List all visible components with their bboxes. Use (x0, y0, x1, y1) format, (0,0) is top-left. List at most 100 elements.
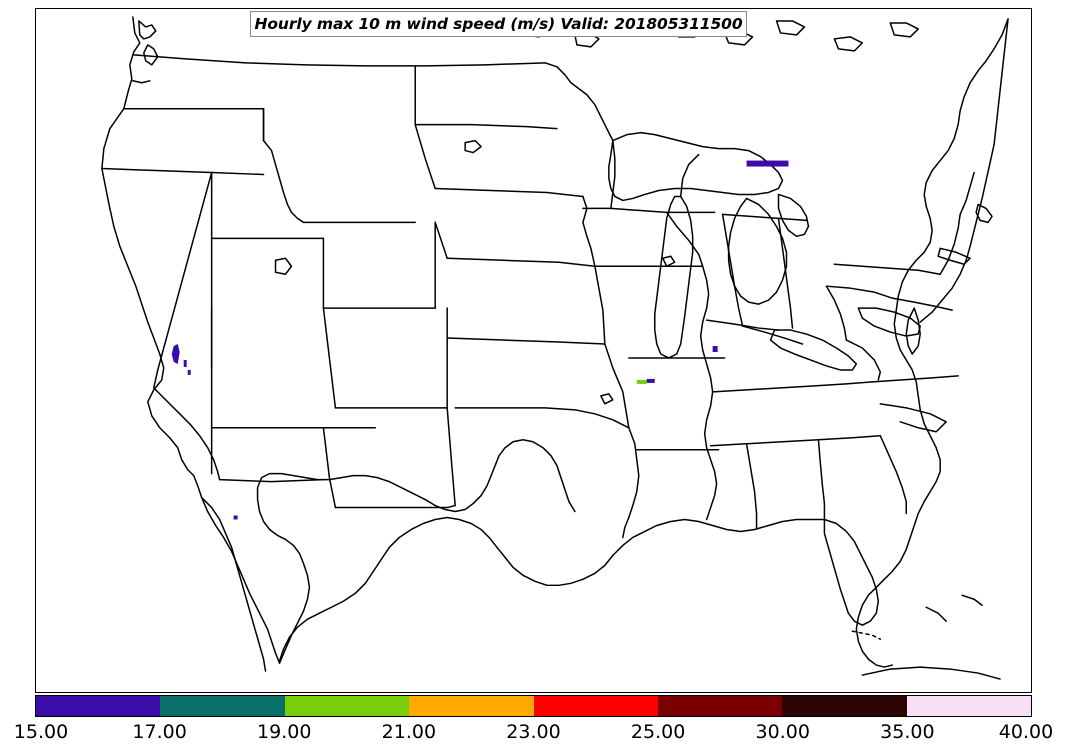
co-west-border (322, 307, 337, 409)
data-patch-kansas-green (636, 379, 647, 384)
ks-ok-border (446, 337, 606, 345)
columbia-mouth (132, 80, 151, 84)
nm-south-border (334, 504, 456, 509)
gulf-coastline (278, 516, 826, 662)
lake-superior (608, 131, 784, 202)
data-patch-nevada-2 (183, 359, 187, 367)
lake-erie (769, 329, 858, 371)
bahamas-1 (925, 606, 947, 622)
ny-vt-nh-border (959, 171, 975, 216)
colorbar-segment-1 (160, 696, 285, 716)
data-patch-arizona (233, 515, 238, 520)
colorbar-tick-19-00: 19.00 (257, 721, 312, 743)
canada-lake-5 (889, 22, 919, 38)
il-ky-border (705, 319, 780, 331)
colorbar-tick-17-00: 17.00 (132, 721, 187, 743)
canada-lake-3 (775, 20, 806, 36)
wv-pa-border (825, 285, 894, 299)
ne-east-border (582, 195, 596, 267)
tx-east-border (622, 427, 640, 539)
mi-oh-in-border (721, 213, 808, 222)
data-patch-layer (171, 160, 789, 520)
ca-az-border (153, 387, 221, 481)
pa-ny-border (833, 263, 941, 275)
colorbar-tick-23-00: 23.00 (506, 721, 561, 743)
colorbar-tick-15-00: 15.00 (13, 721, 69, 743)
nv-ca-border (153, 171, 213, 389)
colorbar (35, 695, 1032, 717)
id-mt-border (262, 139, 305, 224)
data-patch-nevada (171, 344, 180, 364)
pacific-coastline (101, 16, 281, 664)
san-juan-detail (143, 44, 159, 66)
in-oh-border (777, 217, 794, 329)
al-ga-border (817, 438, 826, 521)
colorbar-segment-7 (906, 696, 1031, 716)
canada-lake-4 (833, 36, 864, 52)
chesapeake-bay (905, 307, 921, 355)
colorbar-tick-25-00: 25.00 (630, 721, 686, 743)
puget-sound-detail (138, 20, 157, 40)
data-patch-kansas-blue (646, 378, 655, 383)
ks-east-border (594, 265, 606, 345)
ms-al-border (745, 442, 758, 529)
lake-huron (727, 197, 788, 305)
st-lawrence-border (919, 18, 1009, 323)
florida-peninsula (823, 518, 880, 626)
sd-ne-border (434, 187, 584, 198)
colorbar-tick-21-00: 21.00 (381, 721, 437, 743)
ky-tn-border (711, 381, 874, 393)
ok-east-border (604, 343, 630, 429)
va-nc-border (871, 375, 959, 383)
nd-sd-border (414, 123, 558, 130)
tn-ms-al-ga-border (709, 435, 882, 447)
mississippi-river-border (665, 211, 718, 521)
wy-ne-border (434, 221, 448, 260)
nm-az-border (322, 427, 337, 509)
cuba-outline (861, 666, 1001, 680)
interior-lake-nd (464, 139, 482, 154)
colorbar-segment-3 (409, 696, 534, 716)
wa-or-border (123, 107, 265, 142)
northern-border-49 (133, 54, 546, 67)
md-pa-border (891, 297, 953, 311)
colorbar-segment-2 (284, 696, 410, 716)
interior-lake-wi (661, 255, 676, 267)
colorbar-tick-40-00: 40.00 (998, 721, 1054, 743)
mn-ia-border (582, 207, 668, 214)
baja-california (200, 496, 267, 672)
map-panel (35, 8, 1032, 693)
nc-sc-border (879, 403, 947, 433)
nm-east-border (446, 407, 456, 507)
long-island-detail (937, 247, 971, 266)
in-ky-border (741, 325, 804, 345)
colorbar-tick-35-00: 35.00 (880, 721, 935, 743)
ny-border-hudson (939, 213, 961, 275)
georgian-bay (777, 193, 810, 238)
bahamas-2 (961, 594, 983, 607)
mn-east-border (610, 139, 616, 210)
great-salt-lake (274, 257, 293, 275)
mexico-border (256, 438, 576, 664)
map-canvas (101, 16, 1009, 680)
az-south-border (218, 478, 325, 483)
il-in-border (721, 213, 744, 327)
ga-sc-border (879, 435, 907, 515)
interior-lake-tx (600, 393, 614, 405)
state-and-coastline-layer (101, 16, 1009, 680)
colorbar-segment-5 (657, 696, 783, 716)
va-wv-border (845, 339, 882, 381)
map-title-box: Hourly max 10 m wind speed (m/s) Valid: … (250, 11, 747, 37)
or-ca-nv-border (101, 167, 265, 176)
colorbar-segment-4 (533, 696, 658, 716)
data-patch-illinois (712, 346, 718, 352)
lake-michigan (654, 195, 694, 359)
colorbar-tick-labels: 15.00 17.00 19.00 21.00 23.00 25.00 30.00 35.00… (0, 719, 1065, 745)
lake-of-the-woods-border (544, 62, 614, 142)
data-patch-lake-huron (746, 160, 789, 167)
new-england-coastline (855, 18, 1009, 668)
colorbar-container (35, 695, 1032, 717)
colorbar-segment-6 (782, 696, 907, 716)
mi-lower-west (679, 153, 700, 198)
colorbar-segment-0 (36, 696, 161, 716)
